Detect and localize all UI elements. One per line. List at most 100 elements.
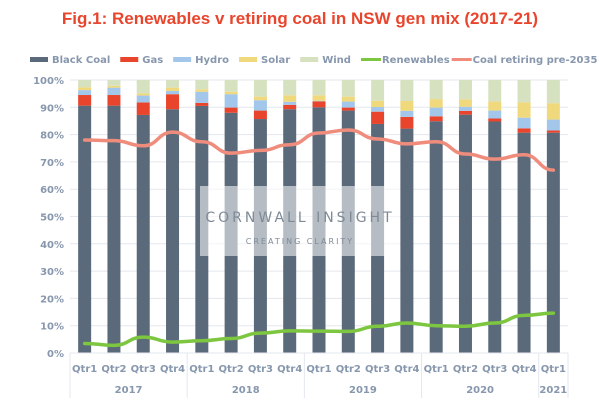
bar-solar [371,100,385,108]
x-tick-label: Qtr1 [72,364,97,375]
bar-gas [312,101,326,108]
lines [82,128,556,348]
bar-gas [107,95,121,106]
bar-black-coal [136,114,150,353]
bar-wind [546,80,560,104]
bar-black-coal [517,132,531,353]
x-tick-label: Qtr3 [365,364,390,375]
x-tick-label: Qtr2 [453,364,478,375]
x-tick-label: Qtr4 [277,364,302,375]
bar-black-coal [546,132,560,353]
legend-label: Coal retiring pre-2035 [473,55,598,66]
year-label: 2017 [115,385,143,396]
y-tick-label: 20% [40,294,64,305]
bar-solar [400,101,414,111]
bar-hydro [400,110,414,117]
y-tick-label: 0% [47,349,64,360]
bar-wind [136,80,150,94]
bar-hydro [224,94,238,108]
x-tick-label: Qtr2 [101,364,126,375]
y-tick-label: 40% [40,240,64,251]
year-label: 2018 [232,385,260,396]
bar-gas [78,95,92,106]
bar-solar [224,91,238,95]
bar-wind [166,80,180,88]
year-label: 2020 [466,385,494,396]
legend-label: Hydro [195,55,229,66]
x-tick-label: Qtr1 [541,364,566,375]
y-tick-label: 30% [40,267,64,278]
bar-hydro [253,100,267,111]
bar-wind [253,80,267,97]
year-label: 2019 [349,385,377,396]
x-tick-label: Qtr4 [394,364,419,375]
bar-gas [458,110,472,115]
bar-gas [546,130,560,133]
bar-gas [136,102,150,115]
watermark-logo: CORNWALL INSIGHT CREATING CLARITY [200,186,400,256]
x-tick-label: Qtr2 [219,364,244,375]
legend-item: Coal retiring pre-2035 [451,55,598,66]
legend-item: Hydro [173,55,229,66]
bar-solar [107,85,121,88]
bar-solar [312,95,326,101]
bar-wind [371,80,385,101]
bar-black-coal [78,105,92,353]
x-tick-label: Qtr4 [160,364,185,375]
bar-hydro [429,107,443,117]
y-tick-label: 90% [40,103,64,114]
bar-wind [400,80,414,102]
legend-item: Black Coal [30,55,110,66]
x-tick-label: Qtr3 [248,364,273,375]
bar-black-coal [429,121,443,354]
legend-label: Renewables [382,55,450,66]
legend-item: Solar [239,55,290,66]
bar-hydro [517,117,531,129]
bar-wind [429,80,443,100]
bar-gas [195,102,209,106]
x-tick-label: Qtr3 [482,364,507,375]
legend-swatch [120,57,139,62]
year-label: 2021 [539,385,567,396]
bar-wind [341,80,355,97]
bar-wind [107,80,121,86]
watermark-band [200,186,400,256]
y-tick-label: 70% [40,158,64,169]
bar-gas [429,116,443,122]
bar-black-coal [400,128,414,353]
bar-gas [166,94,180,110]
y-tick-label: 10% [40,322,64,333]
bar-solar [517,102,531,118]
legend-swatch [239,57,258,62]
legend-label: Wind [322,55,351,66]
legend-swatch [173,57,192,62]
bar-hydro [107,87,121,96]
bar-black-coal [166,109,180,353]
legend-item: Wind [300,55,351,66]
bar-wind [488,80,502,102]
bar-hydro [78,90,92,96]
bar-hydro [136,95,150,103]
bar-gas [517,128,531,133]
bar-wind [78,80,92,88]
y-tick-label: 80% [40,131,64,142]
bar-hydro [546,119,560,131]
bar-solar [341,96,355,102]
x-tick-label: Qtr4 [511,364,536,375]
bars [78,80,560,354]
bar-hydro [166,90,180,95]
x-tick-label: Qtr3 [131,364,156,375]
x-tick-label: Qtr1 [424,364,449,375]
y-axis: 0% 10% 20% 30% 40% 50% 60% 70% 80% 90% 100% [33,76,64,360]
bar-gas [488,118,502,122]
legend-label: Gas [142,55,163,66]
bar-gas [371,111,385,124]
bar-wind [312,80,326,96]
legend-swatch [300,57,319,62]
legend-label: Black Coal [52,55,110,66]
bar-solar [195,89,209,92]
bar-solar [429,99,443,108]
y-tick-label: 50% [40,213,64,224]
watermark-line1: CORNWALL INSIGHT [205,210,394,226]
bar-solar [488,101,502,111]
